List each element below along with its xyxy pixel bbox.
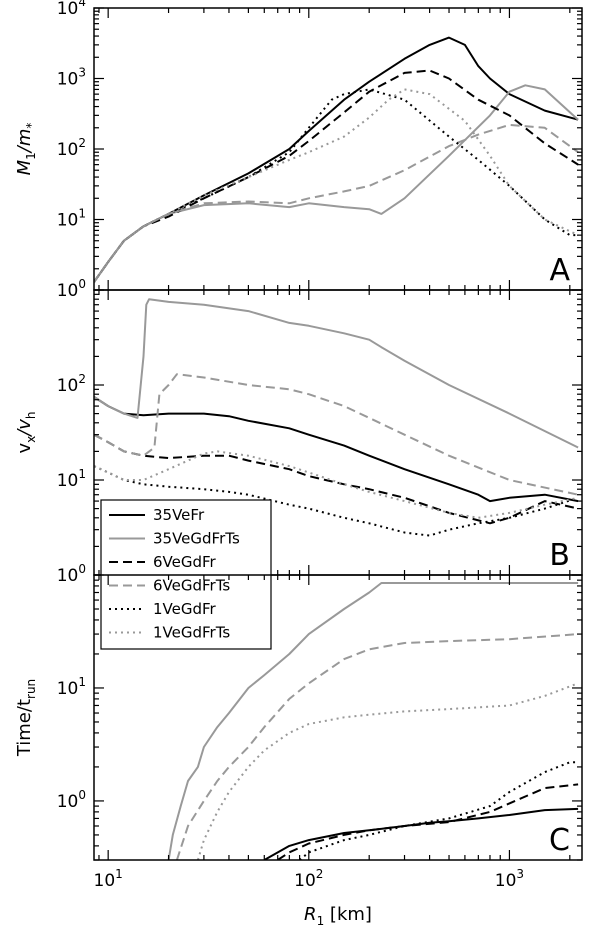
legend-label-35vegdfrts: 35VeGdFrTs [153,530,240,548]
plot-frame [93,574,583,861]
y-tick-label: 102 [57,136,86,160]
legend-label-1vegdfr: 1VeGdFr [153,600,217,618]
series-group [94,298,579,537]
panel-letter: B [549,538,570,573]
y-tick-label: 104 [57,0,86,19]
panel-letter: C [549,823,570,858]
panel-letter: A [549,253,570,288]
series-line-6vegdfr [94,69,579,283]
series-line-35vegdfrts [94,298,579,449]
y-tick-label: 100 [57,562,86,586]
series-line-35vegdfrts [94,84,579,283]
series-line-1vegdfrts [94,88,579,283]
y-tick-label: 100 [57,277,86,301]
x-axis: 101 102 103 R1 [km] [94,867,525,928]
series-group [94,36,579,283]
x-tick-label: 101 [94,867,123,891]
series-line-6vegdfrts [175,633,579,860]
series-line-6vegdfr [277,783,579,860]
panel-a: 100 101 102 103 104 M1/m* A [14,0,583,301]
plot-frame [93,7,583,291]
series-line-6vegdfrts [94,373,579,496]
legend-label-1vegdfrts: 1VeGdFrTs [153,624,230,642]
panel-b: 100 101 102 vx/vh B 35VeFr 35VeGdFrTs 6VeGdFr 6V… [14,289,583,650]
legend-label-35vefr: 35VeFr [153,506,205,524]
y-tick-label: 101 [57,467,86,491]
x-tick-label: 102 [294,867,323,891]
legend-label-6vegdfrts: 6VeGdFrTs [153,577,230,595]
y-tick-label: 102 [57,372,86,396]
y-tick-label: 101 [57,207,86,231]
panel-c: 100 101 Time/trun C [14,574,583,861]
y-tick-label: 103 [57,66,86,90]
series-line-1vegdfr [94,88,579,283]
legend-label-6vegdfr: 6VeGdFr [153,553,217,571]
series-line-35vefr [94,36,579,283]
y-tick-label: 101 [57,675,86,699]
series-line-1vegdfrts [94,450,579,519]
x-axis-label: R1 [km] [304,904,372,928]
series-line-1vegdfrts [196,682,579,860]
x-tick-label: 103 [495,867,524,891]
series-group [167,582,579,860]
series-line-1vegdfr [298,761,579,860]
panels-group: 100 101 102 103 104 M1/m* A 100 101 102 vx/vh B 35Ve… [14,0,583,928]
series-line-35vegdfrts [167,582,579,860]
y-tick-label: 100 [57,788,86,812]
series-line-6vegdfrts [94,123,579,283]
series-line-35vefr [94,396,579,503]
series-line-35vefr [263,807,579,860]
y-axis-label: Time/trun [14,679,38,757]
y-axis-label: vx/vh [14,411,38,453]
y-axis-label: M1/m* [14,123,38,176]
